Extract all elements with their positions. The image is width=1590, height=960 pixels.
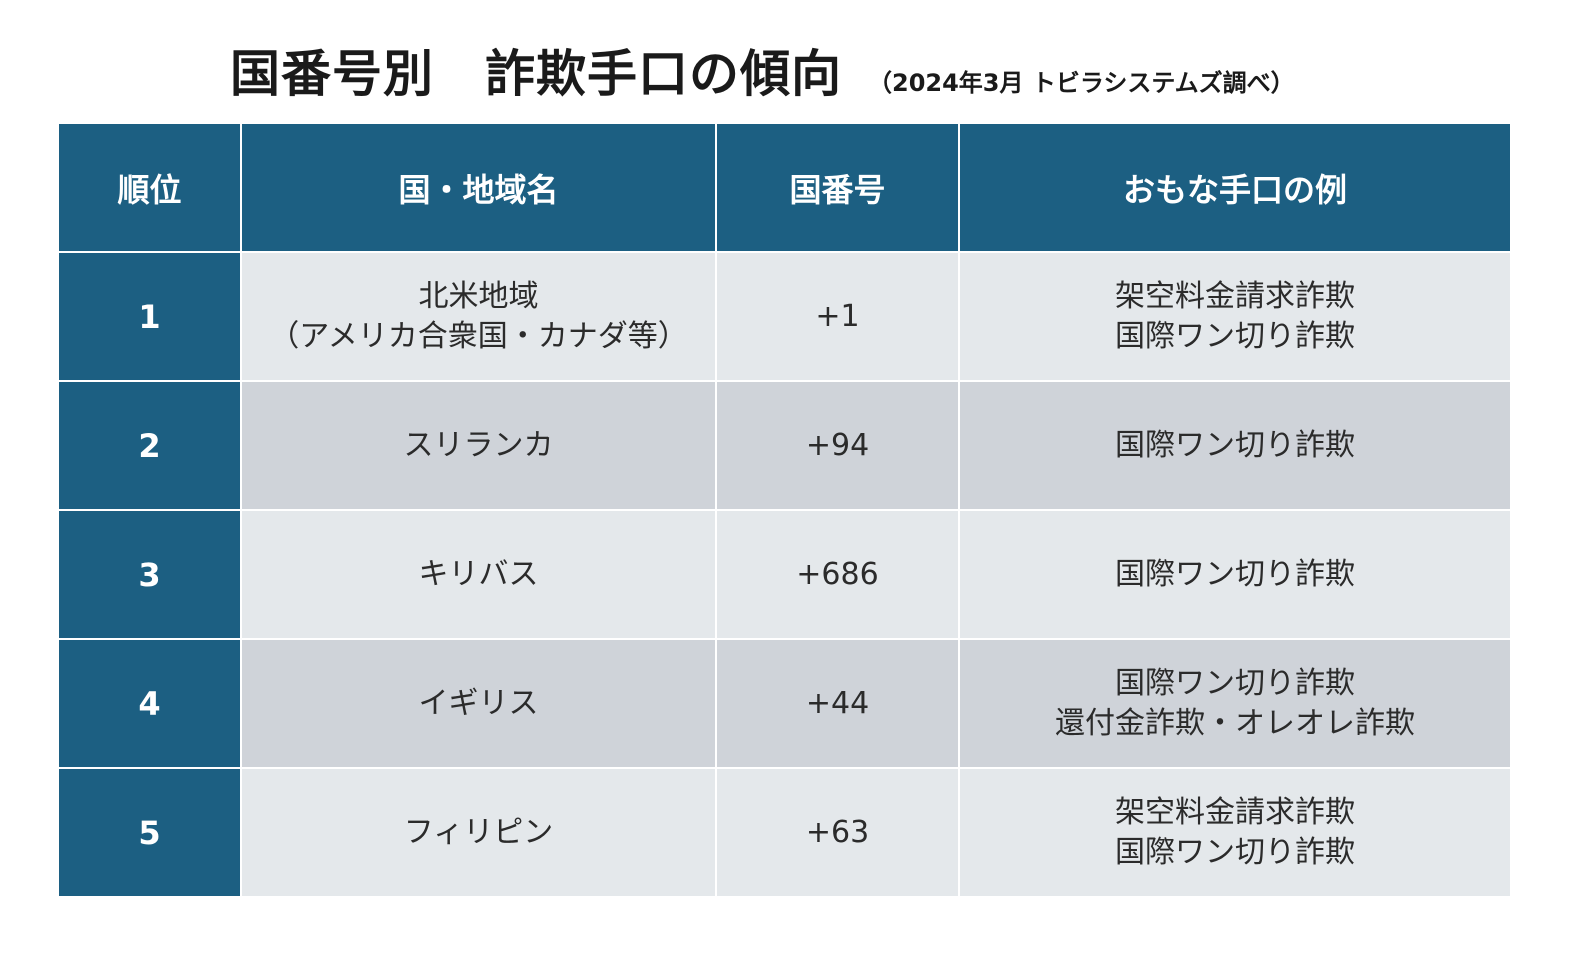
column-header-region: 国・地域名 [240,122,717,253]
table-row: 4 イギリス +44 国際ワン切り詐欺 還付金詐欺・オレオレ詐欺 [57,638,1512,769]
region-name: スリランカ [403,427,554,463]
methods-cell: 架空料金請求詐欺 国際ワン切り詐欺 [958,767,1512,898]
column-header-code: 国番号 [715,122,960,253]
region-name: 北米地域 [418,278,539,314]
region-cell: イギリス [240,638,717,769]
method-item: 架空料金請求詐欺 [1115,278,1355,314]
page-title: 国番号別 詐欺手口の傾向 [230,45,842,103]
fraud-trend-table: 順位 国・地域名 国番号 おもな手口の例 1 北米地域 （アメリカ合衆国・カナダ… [57,122,1512,898]
rank-cell: 3 [57,509,242,640]
region-cell: フィリピン [240,767,717,898]
page-subtitle: （2024年3月 トビラシステムズ調べ） [868,69,1295,97]
method-item: 国際ワン切り詐欺 [1115,318,1355,354]
country-code-cell: +94 [715,380,960,511]
method-item: 国際ワン切り詐欺 [1115,834,1355,870]
table-header-row: 順位 国・地域名 国番号 おもな手口の例 [57,122,1512,253]
region-cell: 北米地域 （アメリカ合衆国・カナダ等） [240,251,717,382]
region-detail: （アメリカ合衆国・カナダ等） [269,318,688,354]
methods-cell: 架空料金請求詐欺 国際ワン切り詐欺 [958,251,1512,382]
column-header-rank: 順位 [57,122,242,253]
region-cell: スリランカ [240,380,717,511]
methods-cell: 国際ワン切り詐欺 [958,509,1512,640]
region-name: キリバス [418,556,539,592]
country-code-cell: +44 [715,638,960,769]
table-row: 2 スリランカ +94 国際ワン切り詐欺 [57,380,1512,511]
table-row: 1 北米地域 （アメリカ合衆国・カナダ等） +1 架空料金請求詐欺 国際ワン切り… [57,251,1512,382]
method-item: 架空料金請求詐欺 [1115,794,1355,830]
methods-cell: 国際ワン切り詐欺 還付金詐欺・オレオレ詐欺 [958,638,1512,769]
rank-cell: 4 [57,638,242,769]
rank-cell: 2 [57,380,242,511]
country-code-cell: +686 [715,509,960,640]
method-item: 国際ワン切り詐欺 [1115,665,1355,701]
column-header-methods: おもな手口の例 [958,122,1512,253]
region-name: イギリス [418,685,539,721]
rank-cell: 1 [57,251,242,382]
country-code-cell: +1 [715,251,960,382]
rank-cell: 5 [57,767,242,898]
methods-cell: 国際ワン切り詐欺 [958,380,1512,511]
method-item: 国際ワン切り詐欺 [1115,556,1355,592]
method-item: 国際ワン切り詐欺 [1115,427,1355,463]
table-row: 3 キリバス +686 国際ワン切り詐欺 [57,509,1512,640]
page-title-row: 国番号別 詐欺手口の傾向 （2024年3月 トビラシステムズ調べ） [230,34,1295,106]
country-code-cell: +63 [715,767,960,898]
table-row: 5 フィリピン +63 架空料金請求詐欺 国際ワン切り詐欺 [57,767,1512,898]
region-name: フィリピン [403,814,554,850]
region-cell: キリバス [240,509,717,640]
method-item: 還付金詐欺・オレオレ詐欺 [1055,705,1415,741]
